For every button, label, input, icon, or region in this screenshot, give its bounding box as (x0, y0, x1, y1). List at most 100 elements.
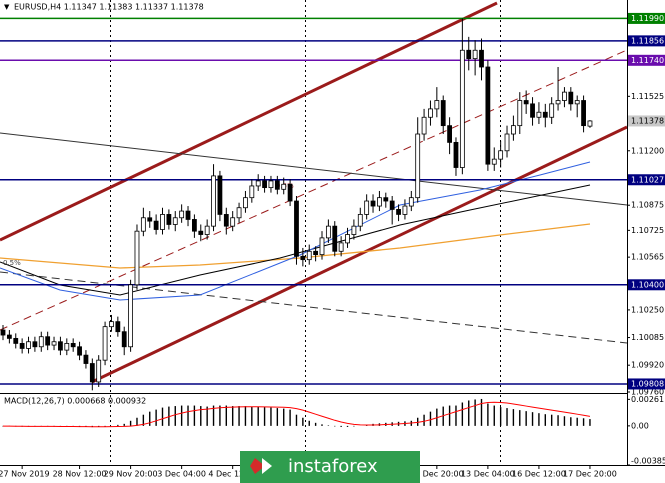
level-box (628, 54, 665, 66)
level-label: 1.10400 (631, 280, 664, 289)
candle-body (402, 205, 408, 215)
candle-body (517, 100, 523, 127)
trend-line (0, 132, 628, 206)
watermark-text: instaforex (288, 456, 378, 477)
candle-body (96, 359, 102, 383)
candle-body (140, 217, 146, 232)
watermark-icon (250, 458, 265, 474)
candle-body (536, 111, 542, 118)
candle-body (223, 214, 229, 227)
candle-body (479, 49, 484, 68)
candle-body (389, 200, 395, 210)
candle-body (45, 336, 51, 346)
candle-body (294, 200, 299, 257)
channel-upper (0, 1, 498, 242)
candle-body (243, 197, 248, 209)
candle-body (211, 175, 216, 227)
level-box (628, 378, 665, 390)
candle-body (574, 100, 580, 105)
candle-body (466, 49, 472, 60)
y-tick-label: -0.00385 (631, 457, 665, 466)
x-tick-label: 16 Dec 12:00 (512, 470, 566, 479)
level-label: 1.11027 (631, 175, 664, 184)
candle-body (172, 217, 178, 225)
candle-body (370, 200, 376, 207)
candle-body (89, 363, 95, 383)
y-tick-label: 0.00261 (631, 395, 664, 404)
candle-body (121, 331, 127, 348)
candle-body (32, 341, 38, 348)
level-box (628, 279, 665, 291)
y-tick-label: 1.10085 (631, 333, 664, 342)
y-tick-label: 1.10725 (631, 226, 664, 235)
candle-body (102, 326, 108, 361)
candle-body (13, 337, 19, 344)
candle-body (70, 343, 76, 348)
drawings (0, 1, 628, 384)
y-tick-label: 1.10875 (631, 201, 664, 210)
candle-body (179, 210, 185, 219)
candle-body (440, 100, 446, 127)
candle-body (453, 141, 459, 168)
candle-body (83, 354, 89, 364)
candle-body (396, 209, 401, 215)
candle-body (230, 217, 236, 227)
candle-body (166, 214, 172, 225)
candle-body (204, 225, 210, 235)
x-tick-label: 29 Nov 20:00 (104, 470, 158, 479)
candle-body (383, 197, 389, 202)
x-tick-label: 4 Dec 12:00 (208, 470, 257, 479)
level-label: 1.11856 (631, 36, 664, 45)
y-tick-label: 1.10250 (631, 305, 664, 314)
plot: 1.11525 1.11200 1.10875 1.10725 1.10565 1.102… (0, 12, 665, 466)
candle-body (58, 341, 63, 351)
candle-body (459, 49, 465, 168)
level-label: 1.09808 (631, 379, 664, 388)
x-tick-label: 3 Dec 04:00 (157, 470, 206, 479)
candle-body (77, 346, 82, 356)
candle-body (249, 185, 255, 199)
candle-body (109, 321, 114, 328)
candle-body (523, 100, 529, 105)
watermark-icon (262, 458, 272, 474)
y-tick-label: 1.11200 (631, 146, 664, 155)
candle-body (530, 103, 535, 118)
candle-body (160, 214, 165, 230)
level-box (628, 12, 665, 24)
candle-body (38, 336, 44, 348)
candle-body (555, 100, 561, 105)
candle-body (549, 103, 555, 118)
candle-body (26, 341, 31, 349)
candle-body (313, 250, 319, 256)
candle-body (568, 91, 574, 105)
x-tick-label: 13 Dec 04:00 (461, 470, 515, 479)
annotation: 0.5% (3, 259, 21, 267)
level-label: 1.11990 (631, 14, 664, 23)
candle-body (134, 230, 140, 286)
level-box (628, 174, 665, 186)
y-tick-label: 0.00 (631, 421, 649, 430)
candle-body (319, 237, 325, 256)
x-tick-label: 27 Nov 2019 (0, 470, 50, 479)
watermark: instaforex (240, 451, 420, 483)
candle-body (485, 66, 491, 165)
candle-body (434, 100, 440, 110)
channel-lower (91, 125, 628, 384)
candle-body (338, 242, 344, 252)
level-label: 1.11740 (631, 56, 664, 65)
candle-body (300, 255, 306, 261)
candle-body (364, 200, 370, 215)
candle-body (281, 183, 287, 190)
ma-black (0, 184, 591, 296)
candle-body (504, 133, 510, 152)
candle-body (6, 334, 12, 339)
candle-body (128, 284, 134, 348)
current-price-box (628, 115, 665, 127)
candle-body (185, 210, 191, 220)
x-tick-label: 28 Nov 12:00 (53, 470, 107, 479)
candle-body (64, 343, 70, 351)
candle-body (268, 180, 274, 189)
candle-body (542, 111, 548, 118)
candle-body (274, 180, 280, 190)
